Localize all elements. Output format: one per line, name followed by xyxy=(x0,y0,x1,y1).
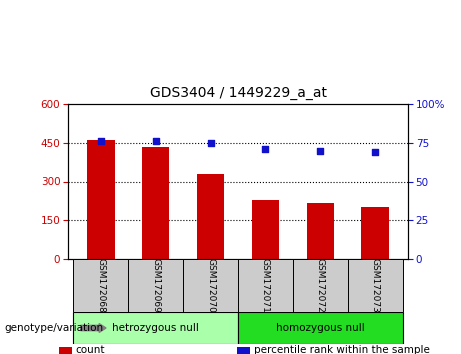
Text: GSM172070: GSM172070 xyxy=(206,258,215,313)
Point xyxy=(262,146,269,152)
Bar xyxy=(252,200,279,259)
Bar xyxy=(73,259,128,312)
Bar xyxy=(87,140,115,259)
Bar xyxy=(59,347,71,354)
Text: homozygous null: homozygous null xyxy=(276,323,365,333)
Bar xyxy=(237,347,250,354)
Title: GDS3404 / 1449229_a_at: GDS3404 / 1449229_a_at xyxy=(149,86,326,100)
Text: genotype/variation: genotype/variation xyxy=(5,323,104,333)
Text: GSM172072: GSM172072 xyxy=(316,258,325,313)
Text: GSM172068: GSM172068 xyxy=(96,258,106,313)
Text: GSM172069: GSM172069 xyxy=(151,258,160,313)
Text: GSM172071: GSM172071 xyxy=(261,258,270,313)
Bar xyxy=(197,174,225,259)
Bar xyxy=(293,259,348,312)
Bar xyxy=(128,259,183,312)
Text: percentile rank within the sample: percentile rank within the sample xyxy=(254,345,430,354)
Bar xyxy=(238,312,402,344)
Text: GSM172073: GSM172073 xyxy=(371,258,379,313)
Bar xyxy=(361,207,389,259)
Text: count: count xyxy=(76,345,105,354)
Point xyxy=(207,140,214,145)
Bar xyxy=(142,147,170,259)
Bar xyxy=(73,312,238,344)
Bar xyxy=(348,259,402,312)
Point xyxy=(97,138,105,144)
Point xyxy=(372,149,379,155)
Point xyxy=(152,138,160,144)
Text: hetrozygous null: hetrozygous null xyxy=(112,323,199,333)
Bar xyxy=(307,204,334,259)
Bar xyxy=(183,259,238,312)
Point xyxy=(317,148,324,153)
Bar xyxy=(238,259,293,312)
